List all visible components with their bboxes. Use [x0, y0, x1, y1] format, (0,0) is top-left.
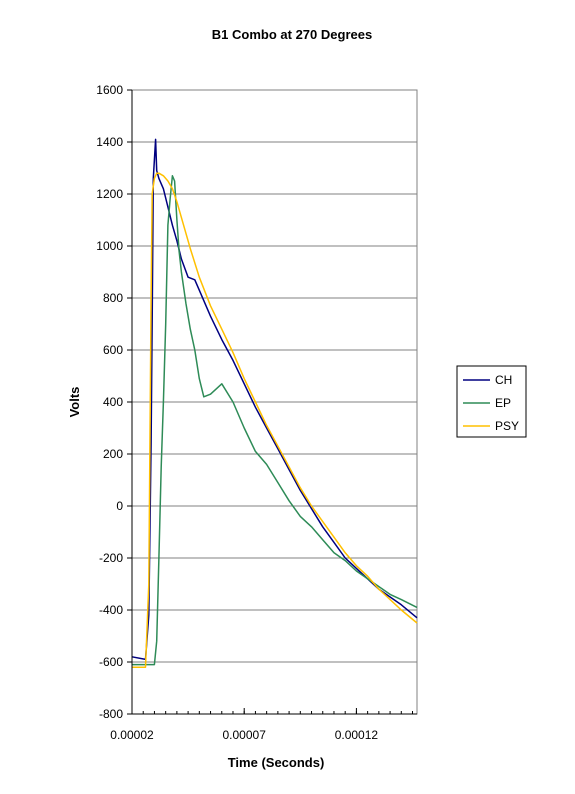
- x-axis-label: Time (Seconds): [228, 755, 325, 770]
- gridlines: [132, 141, 417, 663]
- series-line-psy: [132, 172, 418, 668]
- chart-title: B1 Combo at 270 Degrees: [212, 27, 372, 42]
- series-line-ch: [131, 138, 418, 661]
- y-tick-label: -400: [99, 603, 123, 617]
- y-tick-label: 800: [103, 291, 123, 305]
- series-line-ep: [132, 175, 418, 666]
- y-tick-label: 1000: [96, 239, 123, 253]
- y-tick-label: -600: [99, 655, 123, 669]
- legend-label-ep: EP: [495, 396, 511, 410]
- y-tick-label: 0: [116, 499, 123, 513]
- x-tick-label: 0.00012: [335, 728, 379, 742]
- y-tick-labels: -800 -600 -400 -200 0 200 400 600 800 1000 1200 140…: [96, 83, 132, 721]
- y-tick-label: -200: [99, 551, 123, 565]
- y-tick-label: -800: [99, 707, 123, 721]
- y-tick-label: 400: [103, 395, 123, 409]
- y-tick-label: 600: [103, 343, 123, 357]
- x-tick-labels: 0.00002 0.00007 0.00012: [110, 708, 414, 742]
- y-tick-label: 1400: [96, 135, 123, 149]
- y-axis-label: Volts: [67, 387, 82, 418]
- legend-label-psy: PSY: [495, 419, 519, 433]
- x-tick-label: 0.00002: [110, 728, 154, 742]
- y-tick-label: 1600: [96, 83, 123, 97]
- y-tick-label: 200: [103, 447, 123, 461]
- legend-label-ch: CH: [495, 373, 512, 387]
- legend: CH EP PSY: [456, 365, 527, 438]
- y-tick-label: 1200: [96, 187, 123, 201]
- legend-box: [456, 365, 527, 438]
- x-tick-label: 0.00007: [223, 728, 267, 742]
- series-lines: [131, 138, 418, 668]
